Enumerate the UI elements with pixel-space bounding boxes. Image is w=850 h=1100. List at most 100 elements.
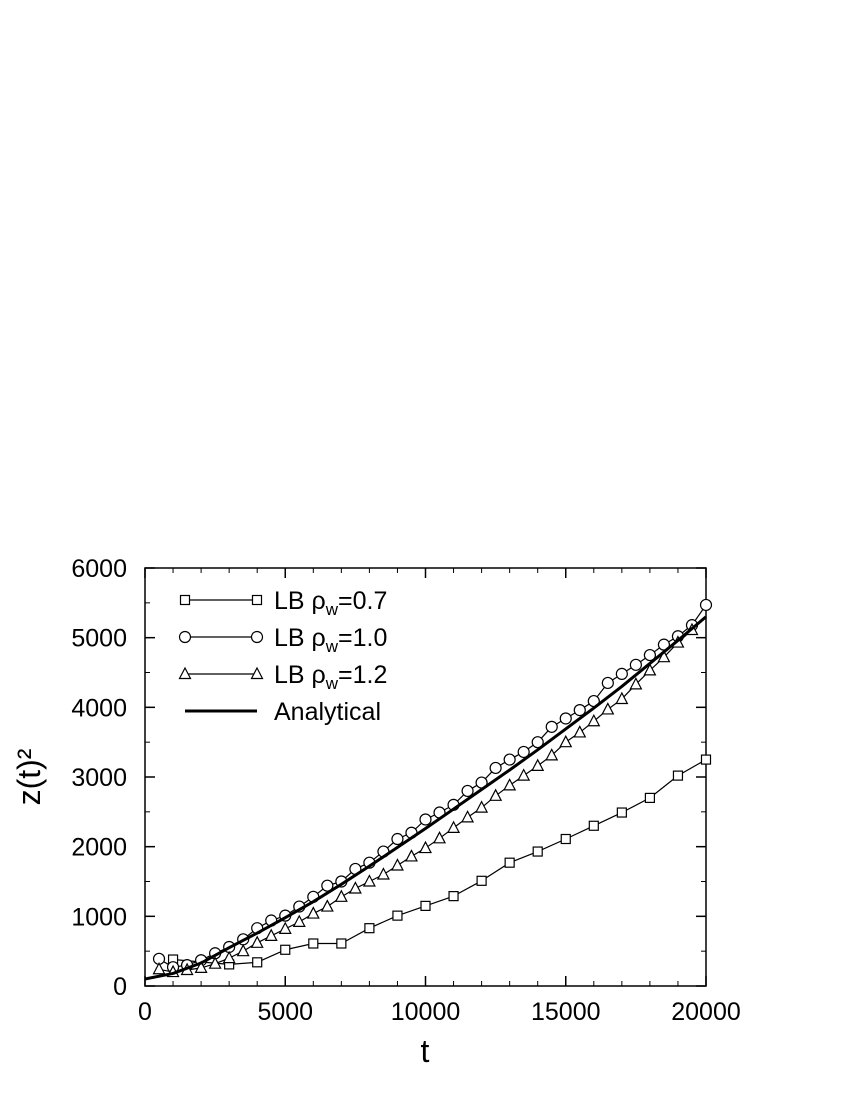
- legend-label: LB ρw=0.7: [274, 587, 387, 619]
- data-point: [644, 792, 656, 804]
- data-point: [278, 921, 292, 934]
- data-point: [461, 810, 475, 823]
- legend-marker: [179, 594, 191, 606]
- legend-entry-3: Analytical: [185, 698, 381, 726]
- data-point: [152, 961, 166, 975]
- data-point: [601, 702, 615, 715]
- x-tick-label: 15000: [531, 998, 601, 1026]
- y-tick-label: 6000: [71, 555, 127, 583]
- data-point: [672, 770, 684, 781]
- data-point: [573, 704, 586, 717]
- data-point: [448, 891, 459, 902]
- legend-marker: [251, 594, 263, 606]
- data-point: [657, 649, 671, 663]
- x-tick-label: 20000: [671, 998, 741, 1026]
- data-point: [476, 875, 487, 886]
- data-point: [559, 734, 573, 748]
- legend-label: LB ρw=1.0: [274, 624, 387, 656]
- data-point: [601, 676, 614, 690]
- series-1: [152, 598, 713, 974]
- y-tick-label: 5000: [71, 625, 127, 653]
- data-point: [404, 849, 418, 862]
- data-point: [236, 943, 250, 957]
- data-point: [532, 846, 543, 857]
- data-point: [391, 832, 404, 846]
- data-point: [643, 648, 657, 662]
- data-point: [392, 910, 403, 921]
- series-3: [144, 615, 707, 981]
- legend-entry-1: LB ρw=1.0: [178, 624, 387, 656]
- y-tick-label: 0: [113, 973, 127, 1001]
- data-point: [419, 840, 432, 854]
- x-axis-label: t: [421, 1033, 430, 1069]
- data-point: [559, 712, 572, 725]
- data-point: [517, 768, 531, 781]
- data-point: [348, 881, 362, 894]
- data-point: [208, 956, 222, 969]
- data-point: [615, 691, 629, 705]
- series-layer: [144, 598, 713, 981]
- y-tick-label: 2000: [71, 834, 127, 862]
- axis-ticks: [144, 567, 707, 987]
- data-point: [292, 914, 306, 928]
- data-point: [587, 713, 601, 727]
- data-point: [433, 831, 447, 844]
- series-line: [144, 615, 707, 981]
- data-point: [503, 778, 517, 791]
- legend-entry-2: LB ρw=1.2: [178, 661, 387, 693]
- data-point: [250, 935, 264, 948]
- y-tick-label: 3000: [71, 764, 127, 792]
- data-point: [336, 938, 347, 949]
- y-tick-label: 4000: [71, 694, 127, 722]
- data-point: [308, 938, 319, 949]
- data-point: [461, 784, 474, 798]
- data-point: [489, 761, 502, 775]
- x-tick-label: 5000: [257, 998, 313, 1026]
- data-point: [531, 736, 544, 749]
- data-point: [615, 667, 628, 680]
- series-0: [167, 754, 712, 970]
- data-point: [264, 928, 278, 941]
- series-line: [158, 604, 707, 968]
- data-point: [306, 906, 320, 919]
- data-point: [643, 663, 657, 676]
- data-point: [280, 944, 291, 955]
- legend-label: Analytical: [274, 698, 381, 726]
- data-point: [573, 725, 587, 738]
- data-point: [252, 957, 263, 968]
- y-tick-label: 1000: [71, 903, 127, 931]
- series-2: [152, 622, 699, 978]
- legend-marker: [250, 630, 264, 644]
- data-point: [629, 677, 643, 690]
- data-point: [194, 960, 208, 973]
- x-tick-label: 0: [138, 998, 152, 1026]
- data-point: [504, 857, 515, 868]
- data-point: [376, 867, 390, 880]
- data-point: [447, 820, 461, 833]
- data-point: [545, 748, 559, 761]
- data-point: [700, 754, 712, 765]
- data-point: [475, 800, 489, 813]
- data-point: [222, 950, 236, 964]
- data-point: [531, 758, 545, 771]
- data-point: [364, 923, 375, 934]
- x-tick-label: 10000: [391, 998, 461, 1026]
- data-point: [588, 820, 599, 831]
- data-point: [560, 833, 571, 845]
- legend-marker: [178, 630, 192, 644]
- data-point: [616, 807, 627, 818]
- data-point: [517, 745, 530, 759]
- data-point: [419, 813, 432, 826]
- data-point: [334, 889, 348, 902]
- data-point: [362, 874, 376, 887]
- plot-area: [144, 567, 707, 987]
- y-axis-label: z(t)²: [11, 748, 47, 805]
- data-point: [489, 788, 503, 801]
- legend: LB ρw=0.7 LB ρw=1.0 LB ρw=1.2 Analytical: [178, 587, 387, 726]
- data-point: [420, 900, 431, 911]
- data-point: [503, 753, 516, 766]
- data-point: [390, 858, 404, 871]
- data-point: [699, 598, 713, 612]
- data-point: [545, 720, 558, 733]
